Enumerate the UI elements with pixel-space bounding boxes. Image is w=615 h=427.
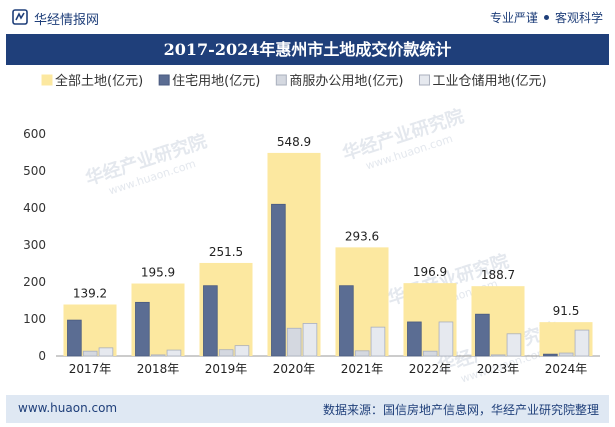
legend-swatch — [41, 74, 53, 86]
x-tick-label: 2023年 — [477, 362, 520, 376]
data-labels: 139.2 2017年 195.9 2018年 251.5 2019年 548.9 2020年… — [69, 135, 588, 376]
bar-residential — [135, 301, 150, 357]
legend: 全部土地(亿元) 住宅用地(亿元) 商服办公用地(亿元) 工业仓储用地(亿元) — [41, 73, 547, 89]
x-tick-label: 2021年 — [341, 362, 384, 376]
slogan-tag-2: 客观科学 — [554, 11, 603, 25]
bar-industrial — [506, 333, 522, 357]
x-tick-label: 2019年 — [205, 362, 248, 376]
separator-dot — [543, 15, 549, 20]
y-tick-label: 500 — [23, 164, 46, 178]
bar-residential — [543, 353, 558, 357]
bar-residential — [271, 203, 286, 357]
bar-commercial — [286, 327, 302, 357]
title-bar: 2017-2024年惠州市土地成交价款统计 — [6, 34, 609, 65]
legend-swatch — [418, 74, 430, 86]
chart: 全部土地(亿元) 住宅用地(亿元) 商服办公用地(亿元) 工业仓储用地(亿元) 华经产… — [23, 73, 600, 386]
x-tick-label: 2022年 — [409, 362, 452, 376]
bar-residential — [475, 313, 490, 357]
legend-label: 商服办公用地(亿元) — [289, 74, 403, 89]
bar-commercial — [218, 349, 234, 357]
x-tick-label: 2017年 — [69, 362, 112, 376]
bar-residential — [339, 285, 354, 357]
top-bar: 华经情报网 专业严谨 客观科学 — [0, 0, 615, 34]
bar-commercial — [354, 350, 370, 357]
bar-industrial — [98, 347, 114, 357]
bar-industrial — [166, 349, 182, 357]
bar-industrial — [574, 329, 590, 357]
data-label: 188.7 — [481, 268, 515, 282]
footer: www.huaon.com 数据来源：国信房地产信息网，华经产业研究院整理 — [6, 395, 609, 423]
bar-commercial — [150, 354, 166, 357]
y-tick-label: 600 — [23, 127, 46, 141]
bar-industrial — [370, 326, 386, 357]
bar-commercial — [490, 354, 506, 357]
huajing-logo-icon — [12, 9, 28, 25]
bar-industrial — [234, 345, 250, 357]
bar-residential — [407, 321, 422, 357]
legend-label: 工业仓储用地(亿元) — [432, 74, 546, 89]
data-label: 196.9 — [413, 265, 447, 279]
y-tick-label: 400 — [23, 201, 46, 215]
bar-industrial — [302, 323, 318, 357]
y-tick-label: 200 — [23, 275, 46, 289]
data-label: 251.5 — [209, 245, 243, 259]
legend-label: 住宅用地(亿元) — [172, 74, 260, 89]
legend-swatch — [158, 74, 170, 86]
x-tick-label: 2024年 — [545, 362, 588, 376]
y-tick-label: 0 — [38, 349, 46, 363]
bar-industrial — [438, 321, 454, 357]
legend-swatch — [275, 74, 287, 86]
bar-residential — [203, 285, 218, 357]
data-source: 数据来源：国信房地产信息网，华经产业研究院整理 — [322, 403, 599, 417]
slogan-tag-1: 专业严谨 — [489, 11, 538, 25]
data-label: 139.2 — [73, 286, 107, 300]
data-label: 91.5 — [553, 304, 580, 318]
chart-title: 2017-2024年惠州市土地成交价款统计 — [163, 40, 452, 59]
data-label: 548.9 — [277, 135, 311, 149]
data-label: 195.9 — [141, 266, 175, 280]
bar-commercial — [422, 350, 438, 357]
y-tick-label: 300 — [23, 238, 46, 252]
bar-commercial — [82, 350, 98, 357]
brand-name[interactable]: 华经情报网 — [34, 13, 100, 28]
y-tick-label: 100 — [23, 312, 46, 326]
x-tick-label: 2018年 — [137, 362, 180, 376]
bars — [63, 152, 593, 357]
data-label: 293.6 — [345, 229, 379, 243]
legend-label: 全部土地(亿元) — [55, 73, 143, 89]
footer-site-link[interactable]: www.huaon.com — [18, 401, 118, 415]
x-tick-label: 2020年 — [273, 362, 316, 376]
bar-commercial — [558, 352, 574, 357]
slogan: 专业严谨 客观科学 — [490, 9, 603, 26]
bar-residential — [67, 319, 82, 357]
